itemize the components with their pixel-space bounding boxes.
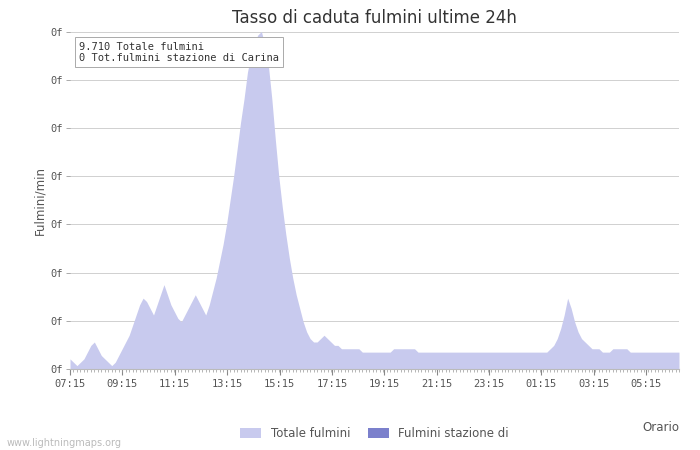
Text: 9.710 Totale fulmini
0 Tot.fulmini stazione di Carina: 9.710 Totale fulmini 0 Tot.fulmini stazi… (79, 42, 279, 63)
Legend: Totale fulmini, Fulmini stazione di: Totale fulmini, Fulmini stazione di (235, 422, 514, 445)
Text: Orario: Orario (642, 421, 679, 434)
Text: www.lightningmaps.org: www.lightningmaps.org (7, 438, 122, 448)
Y-axis label: Fulmini/min: Fulmini/min (34, 166, 46, 235)
Title: Tasso di caduta fulmini ultime 24h: Tasso di caduta fulmini ultime 24h (232, 9, 517, 27)
